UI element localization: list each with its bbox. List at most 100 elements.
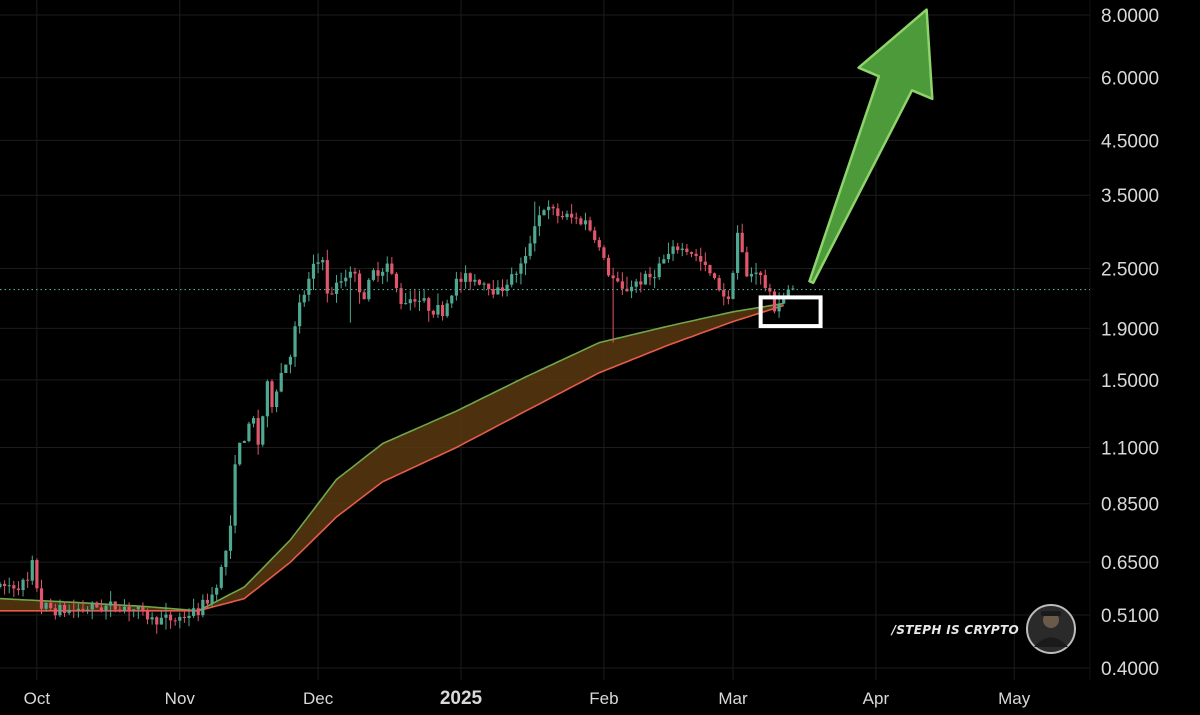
candle-body xyxy=(597,240,601,248)
y-tick-label: 1.5000 xyxy=(1101,371,1159,392)
candle xyxy=(394,272,399,293)
y-tick-label: 0.6500 xyxy=(1101,553,1159,574)
candle-body xyxy=(759,272,763,276)
candle xyxy=(104,604,108,620)
watermark: /STEPH IS CRYPTO xyxy=(890,604,1076,654)
candle-body xyxy=(376,270,380,276)
candle-body xyxy=(279,372,283,392)
candle xyxy=(570,204,574,224)
candle xyxy=(422,288,426,303)
candle xyxy=(680,243,684,257)
candle xyxy=(759,270,763,285)
candle-body xyxy=(298,302,302,327)
candle xyxy=(325,249,329,303)
candle-body xyxy=(464,273,468,282)
x-tick-label: Feb xyxy=(589,689,618,708)
candle xyxy=(477,279,482,286)
candle-body xyxy=(417,300,422,302)
candle-body xyxy=(523,255,528,264)
price-axis[interactable]: 8.0000 6.0000 4.5000 3.5000 2.5000 1.9000 1.50… xyxy=(1101,6,1159,680)
candle-body xyxy=(316,262,320,264)
candle xyxy=(3,580,7,595)
candle-body xyxy=(26,579,30,581)
candle-body xyxy=(228,525,233,551)
candle xyxy=(459,272,463,293)
candle-body xyxy=(132,609,136,611)
candle-body xyxy=(482,283,486,285)
x-tick-label: Oct xyxy=(24,689,51,708)
annotations xyxy=(0,8,1090,329)
candle xyxy=(242,440,246,443)
candle-body xyxy=(422,298,426,301)
candle xyxy=(164,602,168,630)
candle-body xyxy=(325,260,329,294)
candle-body xyxy=(560,215,565,218)
candle-body xyxy=(145,610,150,620)
candle xyxy=(583,212,588,231)
candle xyxy=(602,245,606,261)
candle-body xyxy=(514,273,518,275)
candle-body xyxy=(634,281,638,287)
candle-body xyxy=(528,243,532,256)
candle-body xyxy=(334,282,339,294)
candle xyxy=(708,264,712,276)
candle-body xyxy=(85,609,90,611)
candle xyxy=(528,235,532,260)
candle xyxy=(76,603,80,618)
y-tick-label: 0.4000 xyxy=(1101,659,1159,680)
candle xyxy=(385,256,389,282)
candle-body xyxy=(90,602,94,610)
candle-body xyxy=(736,232,740,273)
candle-body xyxy=(754,272,758,274)
candle-body xyxy=(740,232,744,253)
candle-body xyxy=(104,605,108,611)
candle xyxy=(150,612,154,625)
candle-body xyxy=(772,291,777,312)
candle xyxy=(233,455,237,534)
candle xyxy=(579,216,583,226)
candle xyxy=(182,608,186,623)
candle xyxy=(353,267,357,282)
y-tick-label: 6.0000 xyxy=(1101,69,1159,90)
candle xyxy=(597,237,601,251)
candle-body xyxy=(500,287,505,292)
candle xyxy=(436,293,440,319)
candle xyxy=(685,244,689,256)
candle xyxy=(404,292,408,305)
candle xyxy=(53,603,57,620)
candle xyxy=(44,602,48,612)
candle-body xyxy=(164,614,168,618)
candle xyxy=(565,210,569,220)
candle-body xyxy=(749,273,754,277)
candle-body xyxy=(694,253,698,256)
candle xyxy=(219,564,223,590)
candle xyxy=(542,208,546,216)
candle xyxy=(648,267,652,286)
candle xyxy=(390,257,394,275)
candle xyxy=(699,247,703,271)
candle xyxy=(90,601,94,620)
candle xyxy=(657,256,661,280)
candle-body xyxy=(113,601,117,610)
candle-body xyxy=(440,305,445,317)
y-tick-label: 0.5100 xyxy=(1101,606,1159,627)
candle-body xyxy=(468,273,472,282)
candle-body xyxy=(408,299,412,304)
candle-body xyxy=(178,616,182,621)
time-axis[interactable]: Oct Nov Dec 2025 Feb Mar Apr May xyxy=(24,688,1031,709)
candle-body xyxy=(653,277,657,279)
candle xyxy=(307,272,311,302)
candle-body xyxy=(242,441,246,443)
candle xyxy=(611,267,615,343)
candle xyxy=(726,290,730,305)
candle xyxy=(228,515,233,559)
candle xyxy=(270,379,274,414)
candle-body xyxy=(367,279,371,300)
candle xyxy=(574,212,578,224)
candle xyxy=(155,616,159,634)
candle-body xyxy=(583,220,588,225)
candle-body xyxy=(224,550,228,567)
candle xyxy=(606,254,611,277)
candle xyxy=(381,268,385,285)
candle xyxy=(417,290,422,312)
